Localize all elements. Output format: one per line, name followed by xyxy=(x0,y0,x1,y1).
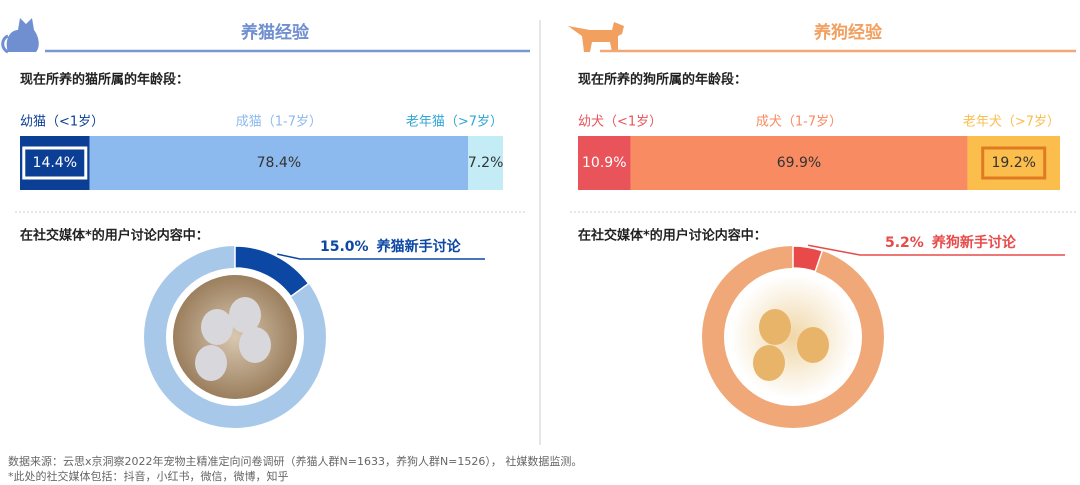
bar-segment xyxy=(89,136,469,190)
leader-line xyxy=(277,253,485,260)
value-label: 69.9% xyxy=(777,155,821,171)
category-label: 养猫新手讨论 xyxy=(376,238,462,255)
chart-title: 在社交媒体*的用户讨论内容中： xyxy=(20,228,209,244)
footnote: *此处的社交媒体包括：抖音，小红书，微信，微博，知乎 xyxy=(8,469,289,483)
cat-tail xyxy=(1,34,9,54)
photo-animal xyxy=(797,327,829,363)
donut-label: 15.0% 养猫新手讨论 xyxy=(320,238,462,255)
bar-segment xyxy=(468,136,503,190)
value-label: 10.9% xyxy=(582,155,626,171)
panel-heading: 养猫经验 xyxy=(240,22,310,43)
category-label: 养狗新手讨论 xyxy=(931,234,1017,251)
value-label: 14.4% xyxy=(33,155,77,171)
legend-label: 幼猫（<1岁） xyxy=(20,115,104,130)
dog-icon xyxy=(568,22,624,52)
photo-animal xyxy=(201,309,233,345)
photo-animal xyxy=(759,309,791,345)
value-label: 78.4% xyxy=(257,155,301,171)
photo-animal xyxy=(195,345,227,381)
value-label: 5.2% xyxy=(885,235,924,251)
highlight-box xyxy=(981,146,1047,180)
value-label: 19.2% xyxy=(991,155,1035,171)
bar-segment xyxy=(20,136,90,190)
bar-segment xyxy=(578,136,631,190)
chart-title: 现在所养的猫所属的年龄段： xyxy=(20,72,189,88)
legend-label: 老年犬（>7岁） xyxy=(963,115,1060,130)
legend-label: 成犬（1-7岁） xyxy=(756,115,842,130)
chart-title: 现在所养的狗所属的年龄段： xyxy=(578,72,747,88)
footnote: 数据来源：云思x京洞察2022年宠物主精准定向问卷调研（养猫人群N=1633，养… xyxy=(8,454,582,468)
photo-animal xyxy=(753,345,785,381)
legend-label: 成猫（1-7岁） xyxy=(236,115,322,130)
photo-animal xyxy=(239,327,271,363)
panel-heading: 养狗经验 xyxy=(813,22,883,43)
photo xyxy=(173,275,297,399)
value-label: 7.2% xyxy=(468,155,504,171)
cat-icon xyxy=(6,18,39,52)
photo xyxy=(731,275,855,399)
highlight-box xyxy=(22,146,88,180)
chart-title: 在社交媒体*的用户讨论内容中： xyxy=(578,228,767,244)
legend-label: 幼犬（<1岁） xyxy=(578,115,662,130)
donut-segment xyxy=(234,245,310,298)
donut-label: 5.2% 养狗新手讨论 xyxy=(885,234,1017,251)
photo-animal xyxy=(229,297,261,333)
leader-line xyxy=(807,244,1065,256)
donut-segment xyxy=(792,245,824,273)
legend-label: 老年猫（>7岁） xyxy=(406,115,503,130)
value-label: 15.0% xyxy=(320,239,369,255)
bar-segment xyxy=(630,136,968,190)
